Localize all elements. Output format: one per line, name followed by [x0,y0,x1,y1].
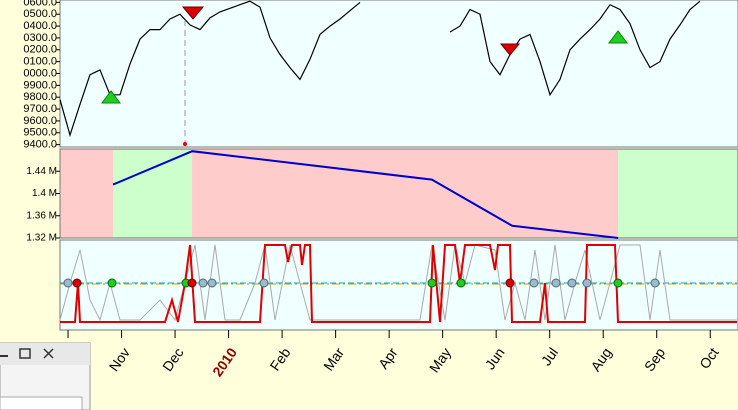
signal-line [60,244,737,323]
y-tick-label: 1.32 M [26,233,57,244]
y-tick-label: 0400.0 [23,20,57,32]
buy-signal [608,30,628,44]
dot [567,278,577,288]
y-tick-label: 9600.0 [23,115,57,127]
signal-dots [63,278,660,288]
y-tick-label: 0600.0 [23,0,57,8]
y-tick-label: 0500.0 [23,8,57,20]
sell-signal [499,43,521,56]
oscillator-panel [59,239,738,331]
close-icon[interactable] [43,348,54,359]
y-tick-label: 9400.0 [23,139,57,151]
dot [551,278,561,288]
y-tick-label: 9500.0 [23,127,57,139]
y-tick-label: 9900.0 [23,79,57,91]
signal-point [183,142,187,146]
y-tick-label: 0000.0 [23,67,57,79]
y-tick-label: 1.44 M [26,166,57,177]
green-band [618,150,737,237]
volume-line [112,150,619,239]
price-panel [59,0,738,148]
dot [582,278,592,288]
title-bar [0,343,90,365]
child-window [0,342,91,410]
buy-signal [101,90,121,104]
maximize-icon[interactable] [19,348,31,359]
dot [427,278,437,288]
green-band [113,150,192,237]
dot [505,278,515,288]
dot [63,278,73,288]
y-tick-label: 9800.0 [23,91,57,103]
dot [207,278,217,288]
dot [613,278,623,288]
y-tick-label: 0200.0 [23,44,57,56]
dot [529,278,539,288]
y-tick-label: 9700.0 [23,103,57,115]
y-tick-label: 0300.0 [23,32,57,44]
y-tick-label: 1.36 M [26,210,57,221]
y-tick-label: 0100.0 [23,56,57,68]
dot [107,278,117,288]
dot [456,278,466,288]
dot [72,278,82,288]
dot [198,278,208,288]
oscillator [59,244,737,323]
input-box[interactable] [0,396,83,410]
sell-signal [181,6,205,20]
dot [259,278,269,288]
y-tick-label: 1.4 M [32,188,57,199]
dot [650,278,660,288]
dot [187,278,197,288]
